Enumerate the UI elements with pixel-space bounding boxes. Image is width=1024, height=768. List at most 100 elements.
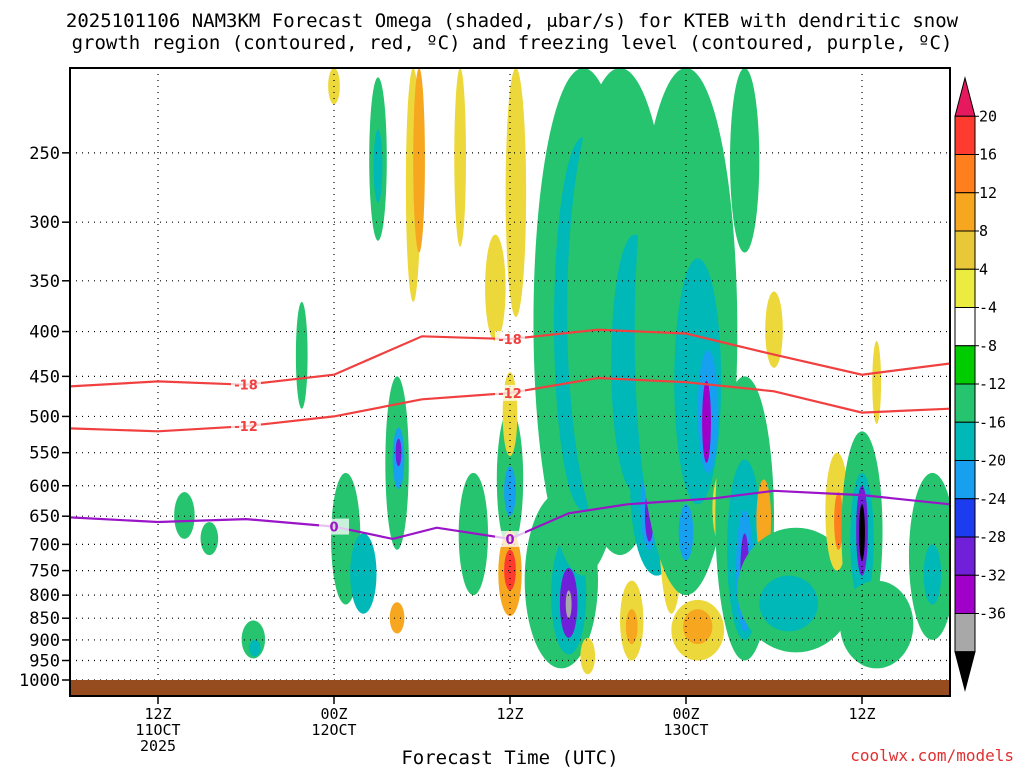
credit-text: coolwx.com/models xyxy=(850,746,1014,765)
y-tick-label: 650 xyxy=(29,507,60,527)
colorbar-top-arrow xyxy=(954,76,976,117)
y-tick-label: 300 xyxy=(29,213,60,233)
colorbar-label: -20 xyxy=(979,452,1006,470)
y-tick-label: 600 xyxy=(29,477,60,497)
contour-label: -12 xyxy=(234,420,258,435)
colorbar-swatch xyxy=(954,574,976,614)
omega-cell xyxy=(502,372,518,457)
colorbar-label: -36 xyxy=(979,605,1006,623)
y-tick-label: 550 xyxy=(29,444,60,464)
omega-cell xyxy=(759,575,819,632)
y-tick-label: 950 xyxy=(29,651,60,671)
colorbar-swatch xyxy=(954,421,976,461)
omega-cell xyxy=(295,301,308,409)
omega-shading xyxy=(174,68,950,675)
colorbar-swatch xyxy=(954,115,976,155)
colorbar-swatch xyxy=(954,383,976,423)
colorbar: 20 16 12 8 4 -4 -8 -12 -16 -20 -24 -28 -32 -36 xyxy=(954,76,1006,692)
omega-cell xyxy=(730,68,760,253)
omega-cell xyxy=(389,602,405,634)
colorbar-label: -28 xyxy=(979,528,1006,546)
omega-cell xyxy=(625,609,638,645)
omega-cell xyxy=(505,68,527,318)
colorbar-label: 20 xyxy=(979,107,997,125)
omega-cell xyxy=(485,234,506,341)
colorbar-swatch xyxy=(954,154,976,194)
x-tick-label: 11OCT xyxy=(135,721,180,739)
omega-cell xyxy=(350,533,377,614)
contour-lines: -18 -18 -12 -12 0 0 xyxy=(70,328,950,548)
contour-label: 0 xyxy=(505,533,514,548)
x-axis-label: Forecast Time (UTC) xyxy=(401,747,618,768)
colorbar-swatch xyxy=(954,192,976,232)
omega-cell xyxy=(395,438,402,467)
y-tick-label: 250 xyxy=(29,144,60,164)
x-tick-label: 12Z xyxy=(496,705,523,723)
x-tick-label: 2025 xyxy=(140,737,176,755)
x-tick-label: 13OCT xyxy=(663,721,708,739)
contour-label-bg xyxy=(319,518,349,535)
colorbar-label: -4 xyxy=(979,299,997,317)
colorbar-swatch xyxy=(954,268,976,308)
contour-label: -12 xyxy=(498,387,522,402)
omega-cell xyxy=(504,549,516,591)
omega-cell xyxy=(678,504,694,561)
x-tick-label: 00Z xyxy=(672,705,699,723)
chart-title-line-2: growth region (contoured, red, ºC) and f… xyxy=(71,32,953,54)
omega-cell xyxy=(872,340,882,424)
omega-cell xyxy=(504,466,516,517)
colorbar-label: -16 xyxy=(979,413,1006,431)
contour-label-bg xyxy=(495,530,525,547)
omega-cell xyxy=(923,544,942,605)
colorbar-swatch xyxy=(954,613,976,653)
colorbar-swatch xyxy=(954,460,976,500)
omega-cell xyxy=(174,492,195,539)
colorbar-label: 8 xyxy=(979,222,988,240)
chart-title-line-1: 2025101106 NAM3KM Forecast Omega (shaded… xyxy=(65,10,959,32)
omega-cell xyxy=(683,609,713,645)
y-axis: 2503003504004505005506006507007508008509… xyxy=(19,144,70,691)
colorbar-label: -32 xyxy=(979,566,1006,584)
omega-cell xyxy=(373,129,383,203)
colorbar-label: -8 xyxy=(979,337,997,355)
y-tick-label: 350 xyxy=(29,272,60,292)
colorbar-label: 16 xyxy=(979,146,997,164)
x-tick-label: 12OCT xyxy=(311,721,356,739)
y-tick-label: 750 xyxy=(29,562,60,582)
omega-cell xyxy=(200,521,219,556)
y-tick-label: 800 xyxy=(29,586,60,606)
contour-label: -18 xyxy=(234,379,258,394)
colorbar-bottom-arrow xyxy=(954,651,976,692)
contour-label-bg xyxy=(231,418,261,435)
ground-surface xyxy=(70,680,950,696)
y-tick-label: 1000 xyxy=(19,671,60,691)
colorbar-swatch xyxy=(954,498,976,538)
y-tick-label: 850 xyxy=(29,609,60,629)
omega-cell xyxy=(454,68,466,247)
x-tick-label: 00Z xyxy=(320,705,347,723)
omega-cell xyxy=(580,637,596,675)
omega-cell xyxy=(765,291,783,368)
omega-cell xyxy=(834,492,843,550)
omega-cell xyxy=(565,590,572,619)
omega-cell xyxy=(702,380,711,463)
y-tick-label: 400 xyxy=(29,323,60,343)
colorbar-swatch xyxy=(954,345,976,385)
y-tick-label: 900 xyxy=(29,631,60,651)
colorbar-swatch xyxy=(954,536,976,576)
colorbar-label: 12 xyxy=(979,184,997,202)
y-tick-label: 500 xyxy=(29,407,60,427)
contour-label-bg xyxy=(495,331,525,348)
contour-label-bg xyxy=(495,384,525,401)
omega-cell xyxy=(859,504,865,561)
colorbar-swatch xyxy=(954,230,976,270)
colorbar-label: -24 xyxy=(979,490,1006,508)
colorbar-swatch xyxy=(954,307,976,347)
omega-cell xyxy=(248,639,261,657)
omega-cell xyxy=(840,580,914,669)
x-tick-label: 12Z xyxy=(848,705,875,723)
contour-label-bg xyxy=(231,376,261,393)
y-tick-label: 700 xyxy=(29,535,60,555)
